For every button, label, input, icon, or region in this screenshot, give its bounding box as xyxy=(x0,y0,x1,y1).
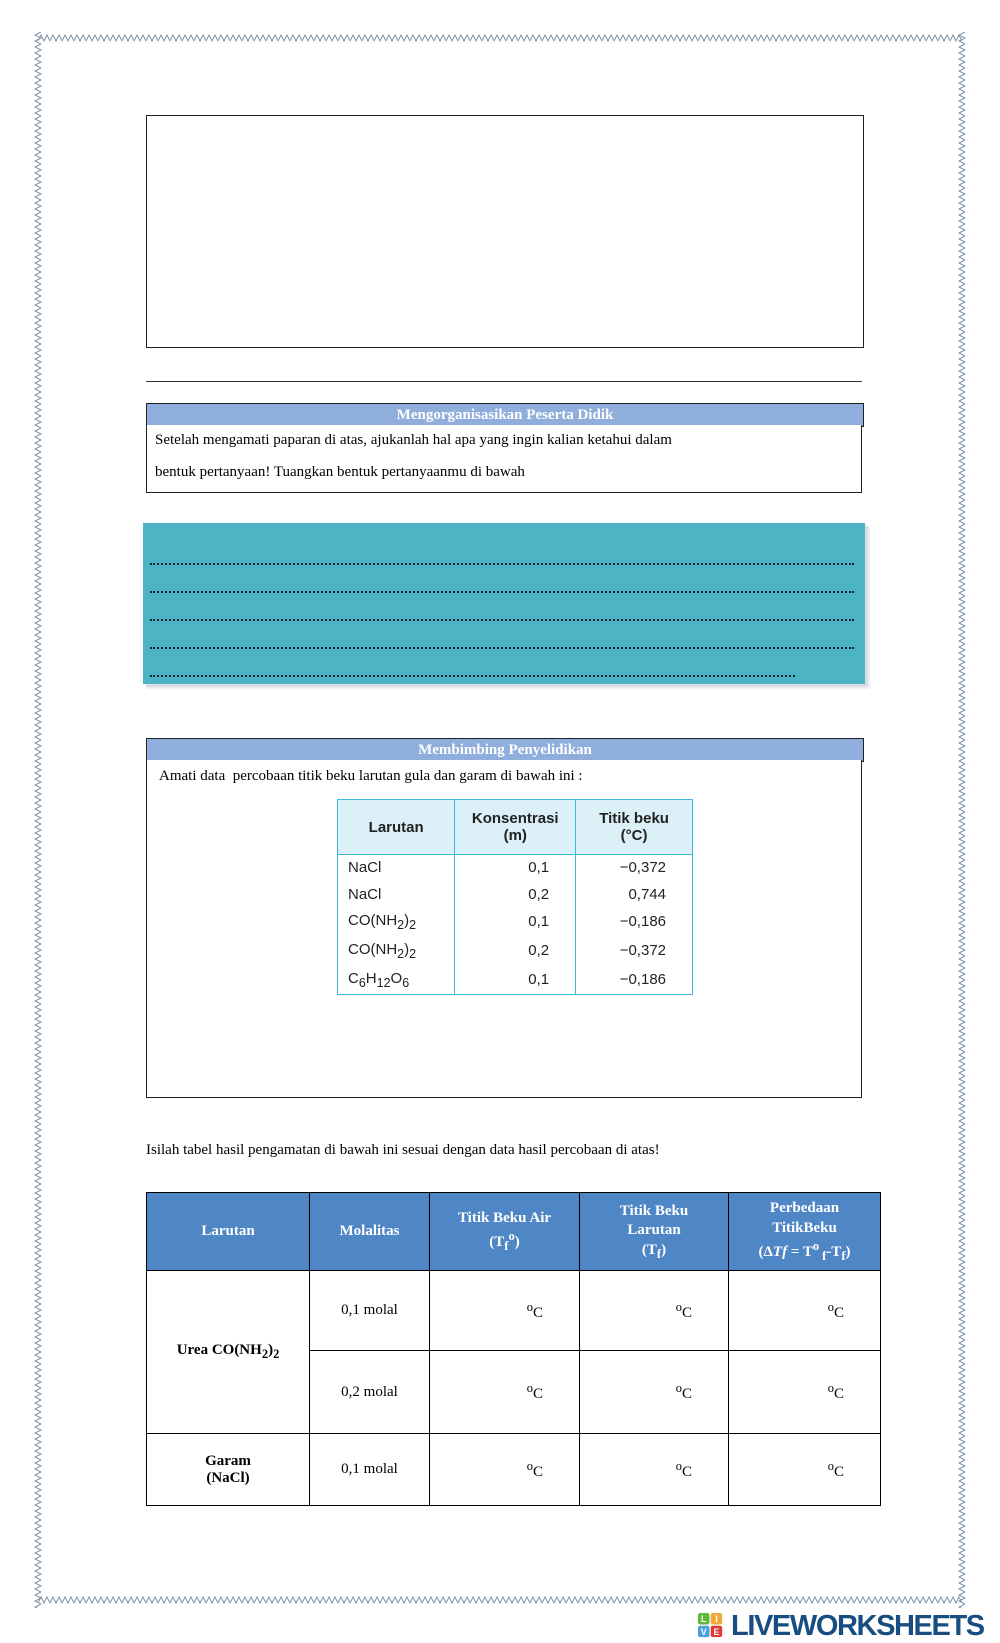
svg-text:I: I xyxy=(715,1614,717,1624)
svg-text:V: V xyxy=(701,1627,707,1637)
svg-text:E: E xyxy=(713,1627,719,1637)
svg-text:L: L xyxy=(701,1614,707,1624)
